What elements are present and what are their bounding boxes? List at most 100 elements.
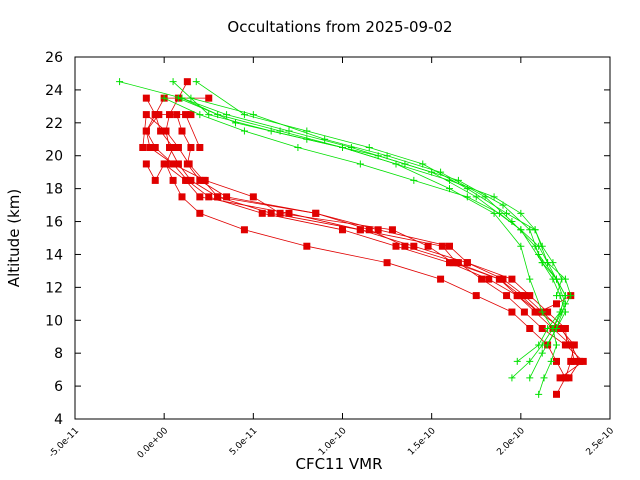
red-square-marker	[520, 308, 528, 316]
red-square-marker	[157, 127, 165, 135]
red-square-marker	[146, 144, 154, 151]
green-profile-line	[181, 97, 566, 379]
red-square-marker	[199, 176, 207, 184]
green-plus-marker	[535, 250, 543, 258]
red-square-marker	[508, 308, 516, 316]
red-square-marker	[162, 127, 170, 135]
red-square-marker	[356, 226, 364, 234]
green-plus-marker	[540, 374, 548, 382]
x-tick-label: 2.0e-10	[495, 426, 527, 458]
green-plus-marker	[526, 357, 534, 365]
y-tick-label: 20	[45, 149, 63, 165]
red-square-marker	[561, 325, 569, 332]
green-plus-marker	[526, 374, 534, 382]
red-square-marker	[285, 209, 293, 217]
green-plus-marker	[535, 390, 543, 398]
green-plus-marker	[276, 127, 284, 135]
red-square-marker	[437, 275, 445, 283]
red-square-marker	[142, 111, 150, 119]
green-plus-marker	[558, 308, 566, 316]
red-square-marker	[151, 176, 159, 184]
red-square-marker	[169, 144, 177, 151]
y-tick-label: 26	[45, 50, 63, 66]
green-plus-marker	[169, 78, 177, 86]
y-tick-label: 8	[54, 346, 63, 362]
y-tick-label: 10	[45, 313, 63, 329]
red-square-marker	[169, 160, 177, 168]
green-plus-marker	[553, 341, 560, 349]
green-plus-marker	[446, 185, 453, 193]
red-square-marker	[155, 111, 163, 119]
red-square-marker	[365, 226, 373, 234]
green-plus-marker	[535, 341, 543, 349]
red-square-marker	[565, 374, 573, 382]
red-square-marker	[339, 226, 346, 234]
red-square-marker	[139, 144, 147, 151]
red-square-marker	[249, 193, 257, 201]
green-plus-marker	[174, 94, 182, 102]
red-square-marker	[535, 308, 543, 316]
y-tick-label: 18	[45, 182, 63, 198]
red-square-marker	[178, 127, 186, 135]
green-plus-marker	[196, 111, 204, 119]
green-plus-marker	[517, 226, 525, 234]
red-square-marker	[374, 226, 382, 234]
red-square-marker	[178, 193, 186, 201]
red-square-marker	[485, 275, 493, 283]
red-square-marker	[223, 193, 231, 201]
y-axis-label: Altitude (km)	[5, 189, 23, 287]
x-tick-label: 0.0e+00	[136, 426, 171, 461]
green-plus-marker	[437, 168, 445, 176]
green-plus-marker	[558, 275, 566, 283]
green-plus-marker	[249, 111, 257, 119]
red-square-marker	[187, 111, 195, 119]
green-plus-marker	[356, 160, 364, 168]
green-plus-marker	[538, 349, 546, 357]
red-square-marker	[453, 259, 461, 267]
red-square-marker	[544, 308, 552, 316]
green-plus-marker	[392, 160, 400, 168]
red-square-marker	[553, 300, 560, 308]
red-square-marker	[276, 209, 284, 217]
green-plus-marker	[553, 292, 560, 300]
green-plus-marker	[365, 144, 373, 151]
red-square-marker	[449, 259, 457, 267]
green-plus-marker	[454, 176, 462, 184]
red-square-marker	[151, 111, 159, 119]
red-square-marker	[508, 275, 516, 283]
green-profile-line	[190, 97, 566, 346]
green-plus-marker	[503, 209, 511, 217]
green-plus-marker	[205, 111, 213, 119]
green-plus-marker	[192, 78, 200, 86]
red-square-marker	[567, 357, 575, 365]
red-profile-line	[145, 163, 571, 313]
red-square-marker	[531, 308, 539, 316]
green-plus-marker	[446, 176, 453, 184]
x-tick-label: 2.5e-10	[585, 426, 617, 458]
red-square-marker	[438, 242, 446, 250]
x-tick-label: 1.0e-10	[317, 426, 349, 458]
red-square-marker	[563, 341, 571, 349]
red-square-marker	[196, 193, 204, 201]
red-square-marker	[472, 292, 480, 300]
y-tick-label: 6	[54, 379, 63, 395]
green-plus-marker	[538, 308, 546, 316]
red-square-marker	[187, 144, 195, 151]
red-square-marker	[182, 176, 190, 184]
red-square-marker	[160, 160, 168, 168]
green-plus-marker	[549, 259, 557, 267]
red-square-marker	[383, 259, 391, 267]
green-plus-marker	[517, 209, 525, 217]
y-tick-label: 4	[54, 412, 63, 428]
red-profile-line	[145, 97, 581, 379]
red-square-marker	[196, 209, 204, 217]
y-axis-ticks: 4 6 8 10 12 14 16 18 20 22 24 26	[45, 50, 610, 428]
green-plus-marker	[463, 193, 471, 201]
red-square-marker	[174, 144, 182, 151]
red-square-marker	[174, 160, 182, 168]
y-tick-label: 14	[45, 247, 63, 263]
red-square-marker	[205, 94, 213, 102]
green-plus-marker	[321, 135, 329, 143]
red-square-marker	[214, 193, 222, 201]
